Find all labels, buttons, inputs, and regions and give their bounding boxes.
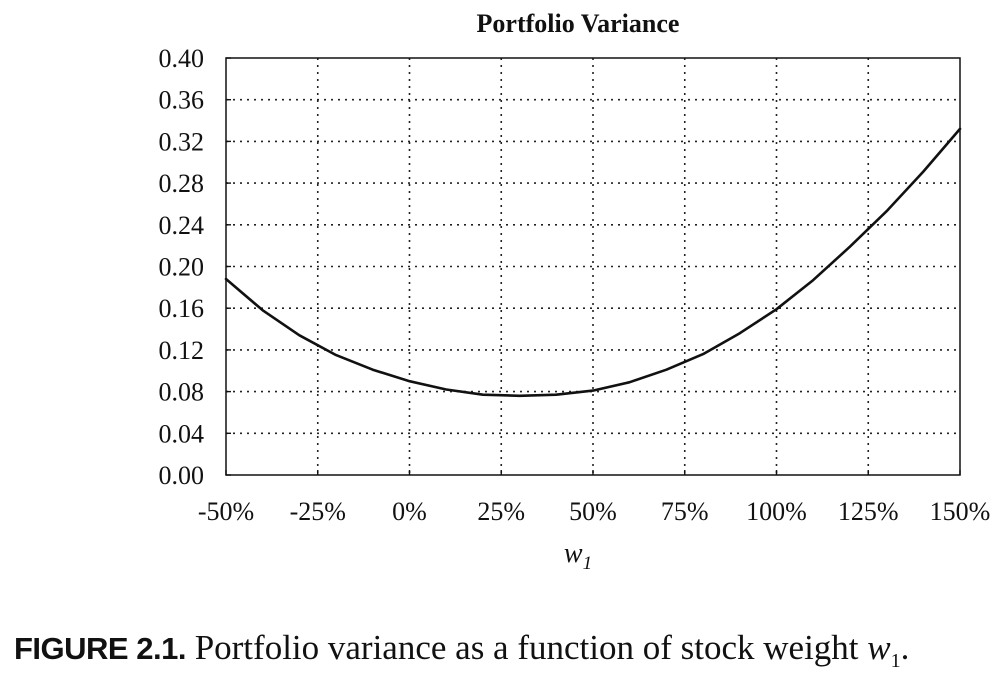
x-tick-label: -25% (290, 497, 346, 526)
caption-variable: w (867, 628, 891, 667)
y-tick-label: 0.12 (159, 336, 205, 365)
caption-text: Portfolio variance as a function of stoc… (194, 628, 859, 667)
y-tick-label: 0.16 (159, 294, 205, 323)
y-tick-label: 0.36 (159, 86, 205, 115)
figure-label: FIGURE 2.1. (14, 631, 186, 666)
caption-subscript: 1 (890, 650, 901, 672)
y-tick-label: 0.08 (159, 378, 205, 407)
y-tick-label: 0.00 (159, 461, 205, 490)
x-tick-label: 25% (477, 497, 525, 526)
y-tick-label: 0.04 (159, 419, 205, 448)
y-tick-label: 0.40 (159, 44, 205, 73)
x-tick-label: 125% (838, 497, 899, 526)
figure-caption: FIGURE 2.1. Portfolio variance as a func… (14, 628, 994, 673)
gridlines (226, 58, 960, 475)
y-axis-tick-labels: 0.00 0.04 0.08 0.12 0.16 0.20 0.24 0.28 0.32 0.36… (159, 44, 231, 490)
x-tick-label: -50% (198, 497, 254, 526)
x-tick-label: 150% (930, 497, 991, 526)
series-line (224, 127, 962, 398)
series-group (224, 127, 962, 398)
x-tick-label: 50% (569, 497, 617, 526)
x-tick-label: 100% (746, 497, 807, 526)
x-tick-label: 0% (392, 497, 427, 526)
x-axis-tick-labels: -50% -25% 0% 25% 50% 75% 100% 125% 150% (198, 470, 991, 526)
y-tick-label: 0.32 (159, 127, 205, 156)
y-tick-label: 0.28 (159, 169, 205, 198)
caption-period: . (900, 628, 910, 667)
y-tick-label: 0.20 (159, 253, 205, 282)
chart-title: Portfolio Variance (477, 9, 680, 38)
y-tick-label: 0.24 (159, 211, 205, 240)
x-axis-label: w1 (564, 538, 592, 574)
x-tick-label: 75% (661, 497, 709, 526)
